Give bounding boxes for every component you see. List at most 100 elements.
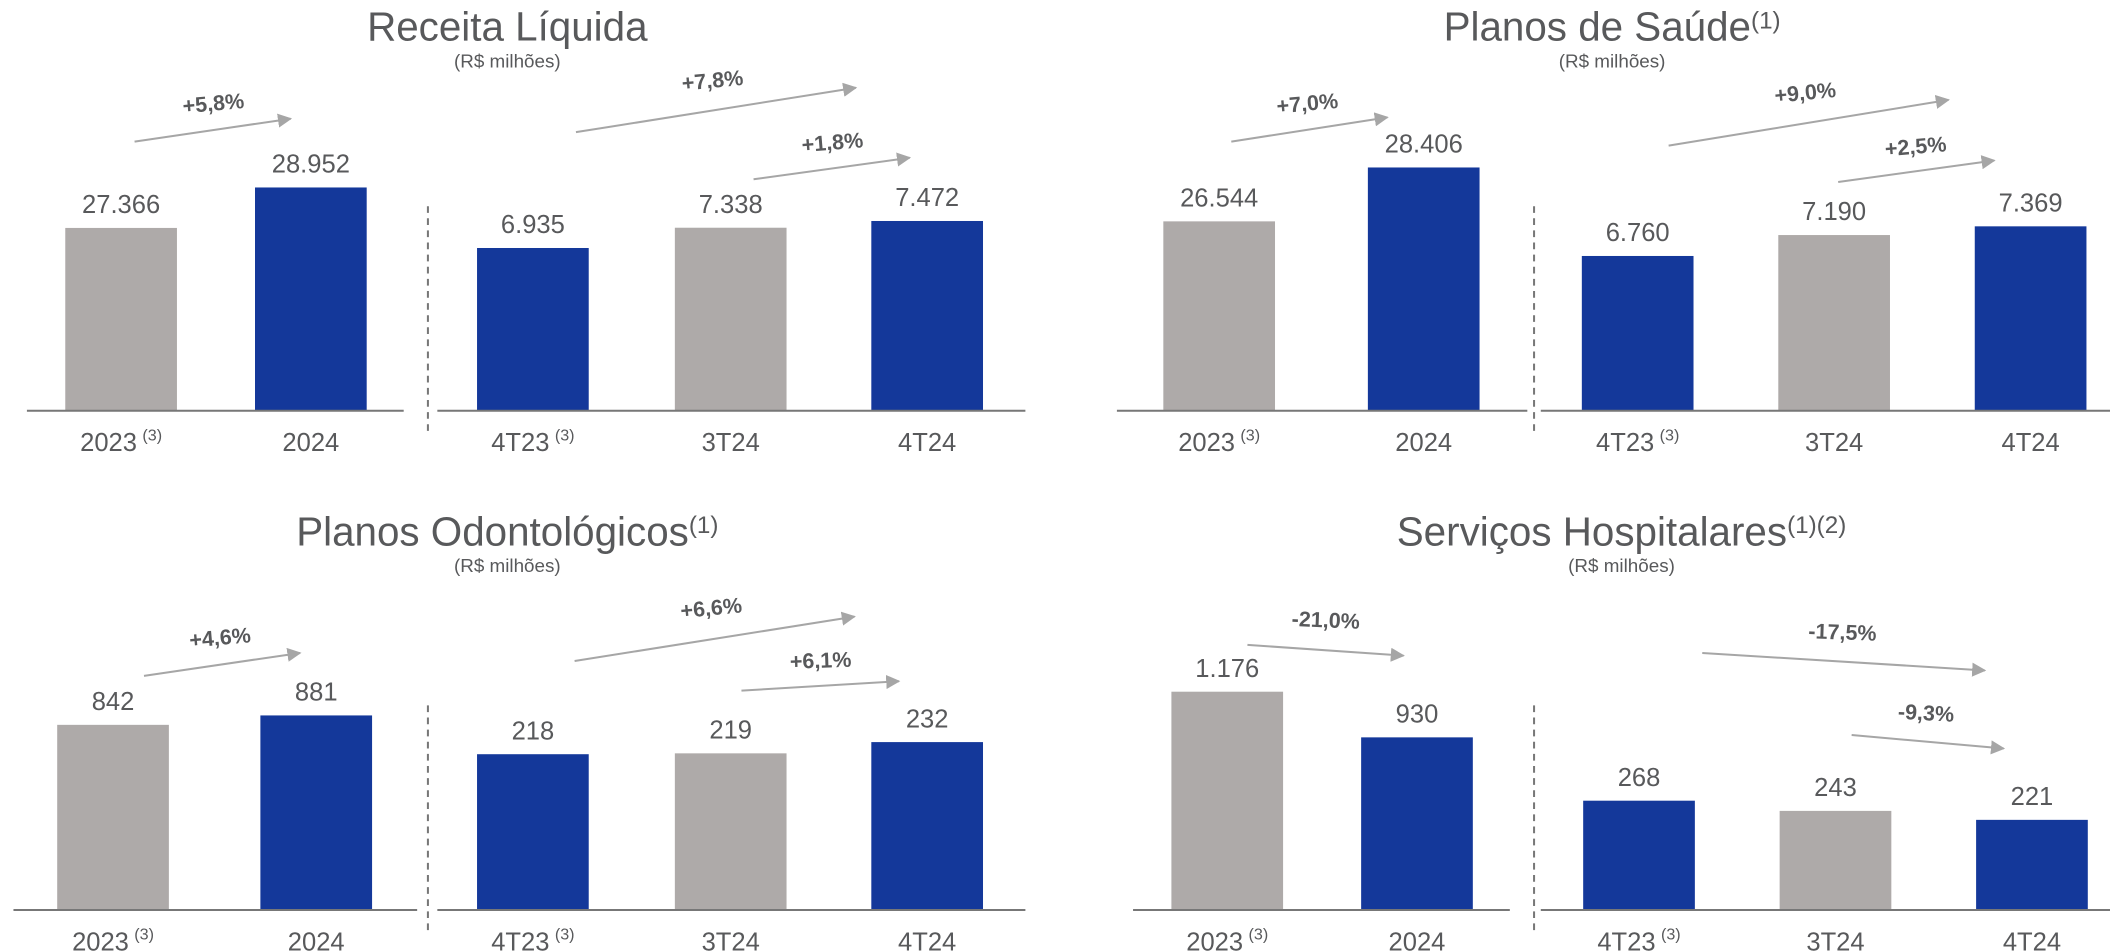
growth-label: +5,8%: [182, 89, 245, 118]
category-label: 3T24: [1805, 429, 1863, 457]
category-text: 4T24: [898, 928, 956, 952]
category-text: 2024: [282, 429, 339, 457]
category-label: 2023 (3): [1186, 926, 1268, 952]
growth-arrow: [753, 152, 912, 181]
value-label: 218: [512, 717, 555, 745]
growth-arrow: [1851, 734, 2006, 755]
value-label: 7.369: [1999, 190, 2063, 218]
category-label: 2023 (3): [1178, 426, 1260, 457]
category-text: 4T23: [491, 928, 549, 952]
bar: [871, 220, 984, 411]
bar: [1171, 691, 1284, 910]
bar: [674, 753, 787, 910]
bar: [57, 724, 169, 910]
bar: [260, 715, 373, 910]
value-label: 232: [906, 705, 949, 733]
growth-label: +7,8%: [681, 66, 745, 96]
category-label: 4T24: [2003, 928, 2061, 952]
category-text: 2023: [1178, 429, 1235, 457]
category-label: 4T23 (3): [1596, 426, 1679, 457]
value-label: 7.190: [1802, 198, 1866, 226]
bar: [1779, 810, 1892, 910]
panel-subtitle: (R$ milhões): [1568, 555, 1675, 576]
category-text: 4T23: [1597, 928, 1655, 952]
category-label: 2024: [282, 429, 339, 457]
growth-label: -17,5%: [1808, 619, 1877, 646]
growth-arrow: [575, 82, 858, 134]
category-text: 2023: [80, 429, 137, 457]
panel-subtitle: (R$ milhões): [454, 51, 561, 72]
panel-subtitle: (R$ milhões): [454, 555, 561, 576]
growth-arrow: [574, 611, 856, 663]
bar: [1361, 737, 1473, 910]
category-label: 4T24: [898, 429, 956, 457]
value-label: 881: [295, 679, 338, 707]
bar: [1583, 800, 1695, 910]
bar: [871, 742, 984, 910]
growth-arrow: [1702, 651, 1987, 677]
growth-label: +2,5%: [1884, 132, 1947, 161]
growth-arrow: [143, 647, 302, 677]
category-text: 4T23: [1596, 429, 1654, 457]
value-label: 6.760: [1606, 219, 1670, 247]
panel-title: Receita Líquida: [367, 4, 648, 50]
title-text: Receita Líquida: [367, 4, 648, 50]
category-label: 4T23 (3): [491, 926, 574, 952]
category-label: 4T23 (3): [1597, 926, 1680, 952]
category-text: 4T23: [491, 429, 549, 457]
category-text: 3T24: [702, 928, 760, 952]
growth-label: +6,6%: [679, 593, 743, 623]
value-label: 28.406: [1385, 131, 1463, 159]
category-label: 4T24: [898, 928, 956, 952]
category-label: 3T24: [1806, 928, 1864, 952]
category-text: 3T24: [1806, 928, 1864, 952]
category-text: 2024: [1395, 429, 1452, 457]
bar: [1367, 167, 1480, 411]
category-note: (3): [555, 926, 575, 944]
category-note: (3): [1248, 926, 1268, 944]
category-text: 2024: [288, 928, 345, 952]
growth-arrow: [134, 113, 293, 143]
title-note: (1): [689, 512, 719, 539]
growth-label: +9,0%: [1773, 78, 1837, 108]
value-label: 1.176: [1195, 655, 1259, 683]
bar: [1778, 235, 1890, 411]
panel-title: Planos de Saúde(1): [1444, 4, 1781, 50]
category-label: 2024: [288, 928, 345, 952]
growth-arrow: [1838, 155, 1996, 183]
category-note: (3): [142, 426, 162, 444]
value-label: 930: [1396, 701, 1439, 729]
growth-label: +1,8%: [801, 128, 864, 157]
bar: [255, 187, 367, 411]
growth-label: -21,0%: [1291, 607, 1360, 634]
category-text: 3T24: [1805, 429, 1863, 457]
value-label: 7.338: [699, 191, 763, 219]
bar: [1974, 226, 2087, 411]
value-label: 243: [1814, 774, 1857, 802]
growth-arrow: [1247, 643, 1405, 662]
bar: [477, 247, 589, 411]
growth-label: +4,6%: [188, 623, 251, 652]
value-label: 7.472: [895, 184, 959, 212]
value-label: 219: [709, 717, 752, 745]
value-label: 27.366: [82, 191, 160, 219]
value-label: 221: [2011, 783, 2054, 811]
value-label: 842: [92, 688, 135, 716]
category-note: (3): [555, 426, 575, 444]
growth-arrow: [741, 674, 901, 692]
category-text: 3T24: [702, 429, 760, 457]
category-label: 3T24: [702, 429, 760, 457]
title-text: Planos de Saúde: [1444, 4, 1751, 50]
growth-label: +6,1%: [789, 648, 851, 674]
category-label: 4T24: [2001, 429, 2059, 457]
panel-title: Serviços Hospitalares(1)(2): [1397, 508, 1847, 554]
category-note: (3): [134, 926, 154, 944]
bar: [674, 227, 787, 411]
title-text: Planos Odontológicos: [296, 508, 689, 554]
title-note: (1): [1751, 8, 1781, 35]
category-note: (3): [1660, 426, 1680, 444]
category-text: 2024: [1389, 928, 1446, 952]
panel-title: Planos Odontológicos(1): [296, 508, 718, 554]
bar: [1163, 221, 1276, 411]
